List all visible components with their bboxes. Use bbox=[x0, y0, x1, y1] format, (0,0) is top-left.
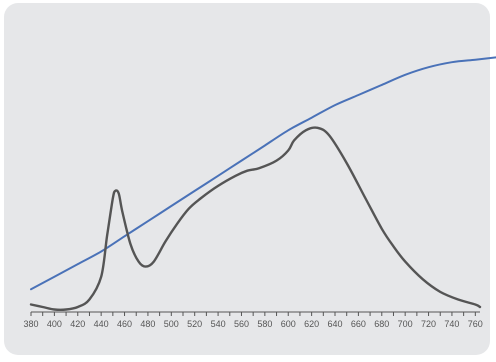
x-axis: 380 400 420 440 460 480 500 520 540 560 580 600 620 6… bbox=[23, 311, 483, 329]
x-tick-label-620: 620 bbox=[304, 319, 319, 329]
x-tick-label-520: 520 bbox=[187, 319, 202, 329]
x-tick-label-700: 700 bbox=[398, 319, 413, 329]
series-line-2 bbox=[29, 126, 482, 311]
x-tick-label-420: 420 bbox=[70, 319, 85, 329]
x-tick-label-580: 580 bbox=[257, 319, 272, 329]
x-tick-label-440: 440 bbox=[94, 319, 109, 329]
x-tick-label-380: 380 bbox=[23, 319, 38, 329]
chart-panel bbox=[4, 3, 490, 355]
x-tick-label-640: 640 bbox=[327, 319, 342, 329]
series-layer bbox=[29, 56, 496, 311]
x-tick-label-760: 760 bbox=[468, 319, 483, 329]
x-tick-label-480: 480 bbox=[140, 319, 155, 329]
x-tick-label-500: 500 bbox=[164, 319, 179, 329]
x-tick-label-680: 680 bbox=[374, 319, 389, 329]
x-tick-label-460: 460 bbox=[117, 319, 132, 329]
x-tick-label-720: 720 bbox=[421, 319, 436, 329]
series-line-1 bbox=[30, 56, 496, 291]
x-tick-label-660: 660 bbox=[351, 319, 366, 329]
x-tick-label-600: 600 bbox=[281, 319, 296, 329]
x-tick-label-740: 740 bbox=[444, 319, 459, 329]
x-tick-label-540: 540 bbox=[211, 319, 226, 329]
x-tick-label-400: 400 bbox=[47, 319, 62, 329]
x-tick-label-560: 560 bbox=[234, 319, 249, 329]
